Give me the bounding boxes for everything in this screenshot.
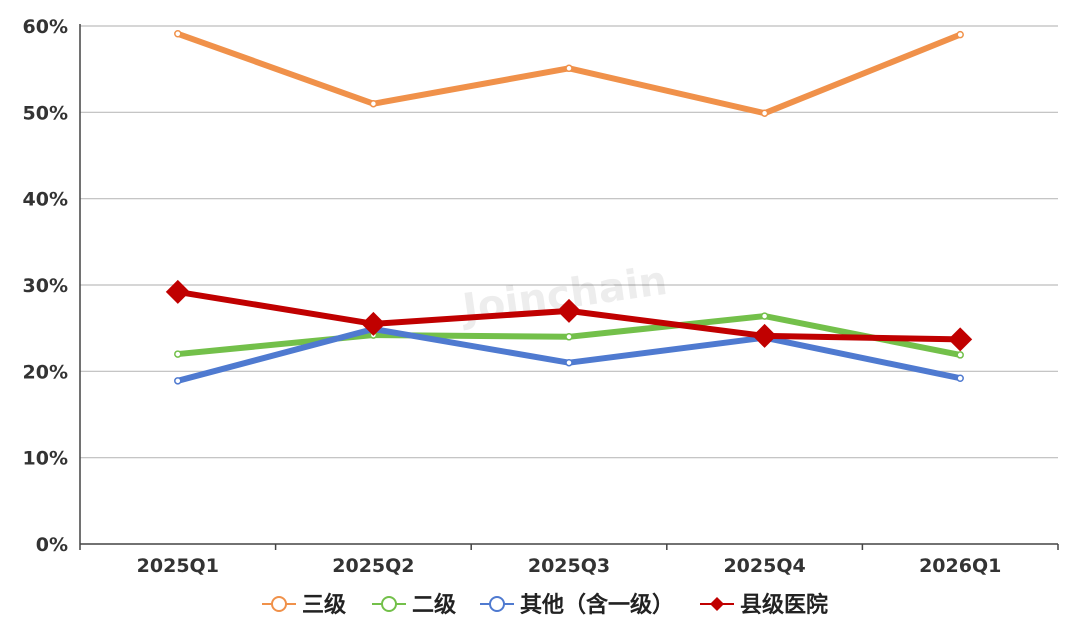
data-point bbox=[565, 358, 573, 367]
x-tick-label: 2026Q1 bbox=[919, 555, 1001, 577]
data-point bbox=[956, 30, 964, 39]
y-tick-label: 30% bbox=[23, 275, 68, 297]
y-tick-label: 40% bbox=[23, 189, 68, 211]
legend-item: 县级医院 bbox=[700, 592, 828, 618]
legend-label: 三级 bbox=[302, 592, 346, 618]
series-三级 bbox=[174, 30, 964, 117]
y-tick-label: 0% bbox=[36, 534, 68, 556]
data-point bbox=[174, 377, 182, 385]
data-point bbox=[174, 350, 182, 358]
series-县级医院 bbox=[165, 279, 973, 352]
x-tick-label: 2025Q4 bbox=[723, 555, 805, 577]
x-tick-label: 2025Q1 bbox=[137, 555, 219, 577]
data-point bbox=[174, 30, 182, 38]
legend-circle-icon bbox=[381, 596, 397, 612]
y-axis-tick-labels: 0% 10% 20% 30% 40% 50% 60% bbox=[23, 16, 68, 556]
legend: 三级 二级 其他（含一级） 县级医院 bbox=[262, 592, 828, 618]
data-point bbox=[165, 279, 190, 304]
y-tick-label: 50% bbox=[23, 102, 68, 124]
legend-item: 二级 bbox=[372, 592, 456, 618]
series-lines bbox=[165, 30, 973, 385]
data-point bbox=[956, 374, 964, 382]
legend-circle-icon bbox=[271, 596, 287, 612]
data-point bbox=[760, 109, 769, 117]
y-tick-label: 10% bbox=[23, 448, 68, 470]
data-point bbox=[760, 312, 769, 320]
data-point bbox=[361, 311, 386, 336]
legend-item: 三级 bbox=[262, 592, 346, 618]
legend-item: 其他（含一级） bbox=[480, 592, 674, 618]
data-point bbox=[752, 323, 777, 348]
data-point bbox=[565, 333, 573, 341]
data-point bbox=[565, 64, 573, 73]
legend-diamond-icon bbox=[710, 597, 724, 611]
legend-circle-icon bbox=[489, 596, 505, 612]
series-line bbox=[174, 30, 964, 117]
x-axis: 2025Q1 2025Q2 2025Q3 2025Q4 2026Q1 bbox=[79, 24, 1059, 577]
legend-label: 其他（含一级） bbox=[520, 592, 674, 618]
data-point bbox=[369, 99, 378, 108]
x-tick-label: 2025Q3 bbox=[528, 555, 610, 577]
y-tick-label: 20% bbox=[23, 361, 68, 383]
x-tick-label: 2025Q2 bbox=[332, 555, 414, 577]
data-point bbox=[557, 298, 581, 323]
data-point bbox=[956, 351, 964, 359]
gridlines bbox=[80, 25, 1058, 459]
legend-label: 二级 bbox=[412, 592, 456, 618]
legend-label: 县级医院 bbox=[740, 592, 828, 618]
y-tick-label: 60% bbox=[23, 16, 68, 38]
data-point bbox=[948, 327, 973, 352]
